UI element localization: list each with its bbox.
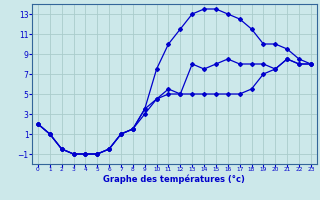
X-axis label: Graphe des températures (°c): Graphe des températures (°c) [103,175,245,184]
